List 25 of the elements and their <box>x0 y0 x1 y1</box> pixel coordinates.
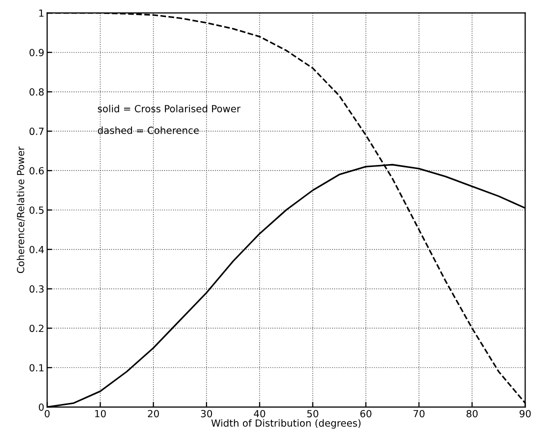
y-tick-label: 0.6 <box>30 167 44 174</box>
y-tick-label: 0.2 <box>30 324 44 332</box>
x-axis-title: Width of Distribution (degrees) <box>211 419 360 429</box>
x-tick-label: 60 <box>360 410 372 418</box>
y-tick-label: 0.5 <box>30 206 44 214</box>
x-tick-label: 40 <box>254 410 266 418</box>
y-tick-label: 0.1 <box>30 364 44 372</box>
x-tick-label: 10 <box>95 410 106 418</box>
y-tick-label: 0.7 <box>30 128 44 136</box>
x-tick-label: 30 <box>201 410 212 418</box>
x-tick-label: 70 <box>414 410 425 418</box>
y-tick-label: 0.4 <box>30 246 44 254</box>
x-tick-label: 80 <box>466 410 478 418</box>
x-tick-label: 50 <box>307 410 318 418</box>
y-axis-title: Coherence/Relative Power <box>16 146 26 274</box>
y-tick-label: 0.9 <box>30 48 44 56</box>
y-tick-label: 0.3 <box>30 285 44 293</box>
y-tick-label: 1 <box>39 10 44 17</box>
x-tick-label: 90 <box>520 410 531 418</box>
annotation: solid = Cross Polarised Power <box>98 104 241 112</box>
x-tick-label: 20 <box>148 410 159 418</box>
x-tick-label: 0 <box>44 410 50 418</box>
annotation: dashed = Coherence <box>98 126 199 134</box>
y-tick-label: 0 <box>38 404 44 411</box>
y-tick-label: 0.8 <box>30 88 44 96</box>
